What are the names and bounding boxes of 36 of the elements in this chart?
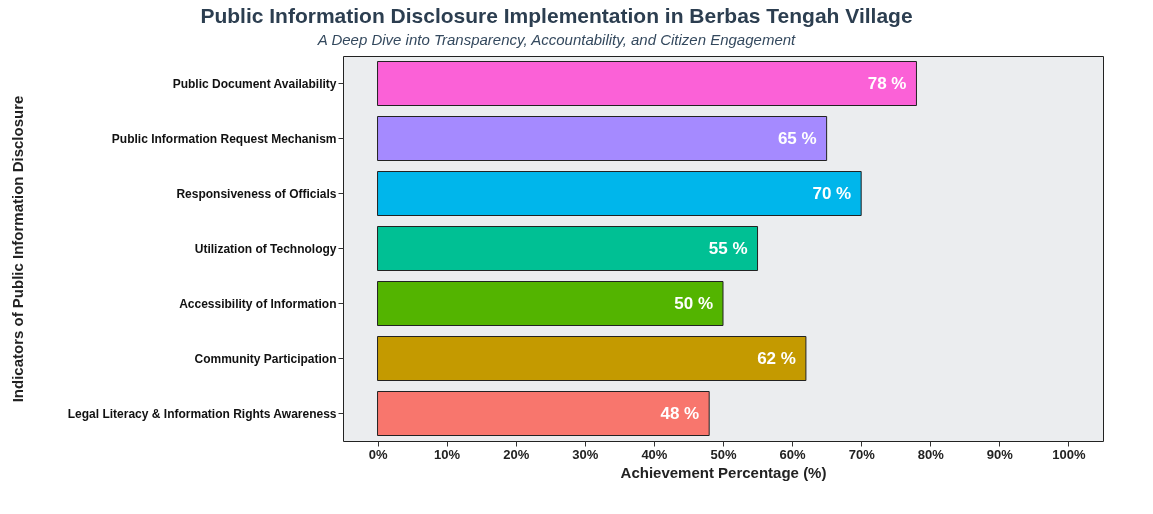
bar (377, 281, 724, 326)
data-label: 55 % (708, 238, 748, 258)
data-label: 48 % (660, 403, 700, 423)
x-tick-label: 0% (368, 446, 388, 462)
y-tick-label: Accessibility of Information (179, 296, 337, 311)
bar (377, 171, 862, 216)
bar (377, 336, 807, 381)
x-tick-label: 60% (779, 446, 807, 462)
x-tick-label: 50% (710, 446, 737, 462)
data-label: 62 % (757, 348, 796, 368)
chart-subtitle: A Deep Dive into Transparency, Accountability, and Citizen Engagement (316, 31, 797, 48)
x-tick-label: 80% (917, 446, 945, 462)
x-tick-label: 40% (641, 446, 668, 462)
x-tick-label: 20% (503, 446, 530, 462)
y-tick-label: Utilization of Technology (194, 241, 337, 256)
y-tick-label: Legal Literacy & Information Rights Awareness (67, 406, 337, 421)
chart-title: Public Information Disclosure Implementation in Berbas Tengah Village (200, 4, 913, 27)
y-tick-label: Community Participation (194, 351, 337, 366)
x-tick-label: 10% (434, 446, 461, 462)
data-label: 70 % (812, 183, 852, 203)
y-tick-label: Public Document Availability (172, 76, 337, 91)
x-tick-label: 30% (572, 446, 599, 462)
bar (377, 61, 917, 106)
bar (377, 226, 759, 271)
data-label: 65 % (777, 128, 817, 148)
data-label: 50 % (674, 293, 713, 313)
y-axis-title: Indicators of Public Information Disclosure (8, 95, 26, 403)
bar (377, 391, 710, 436)
x-tick-label: 70% (848, 446, 876, 462)
y-tick-label: Responsiveness of Officials (176, 186, 337, 201)
x-tick-label: 100% (1052, 446, 1087, 462)
bar (377, 116, 828, 161)
data-label: 78 % (867, 73, 907, 93)
y-tick-label: Public Information Request Mechanism (111, 131, 337, 146)
x-tick-label: 90% (986, 446, 1014, 462)
x-axis-title: Achievement Percentage (%) (620, 463, 827, 481)
